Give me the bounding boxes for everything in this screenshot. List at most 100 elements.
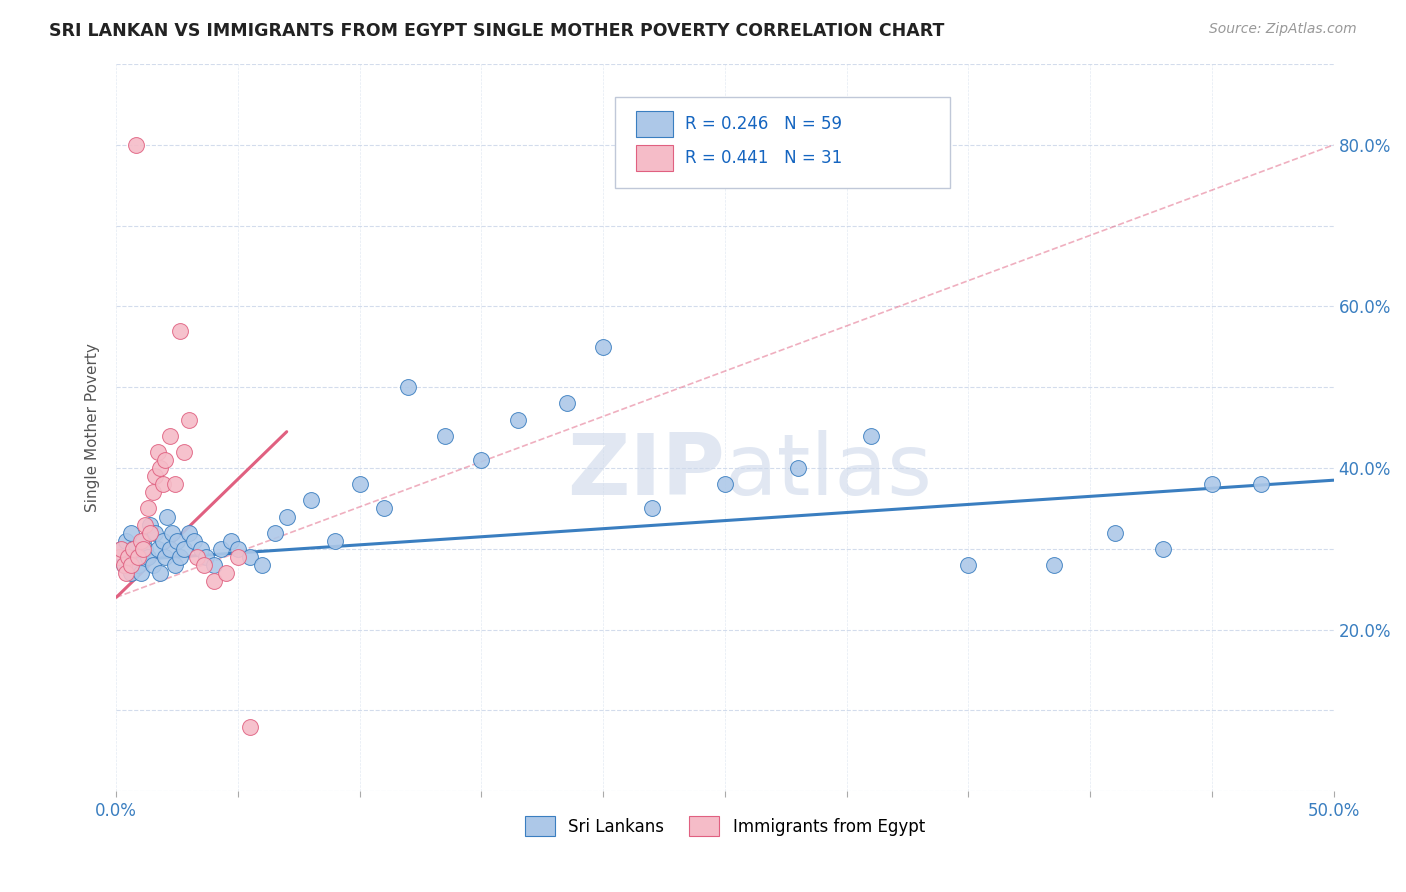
Point: [373, 501, 395, 516]
Legend: Sri Lankans, Immigrants from Egypt: Sri Lankans, Immigrants from Egypt: [516, 808, 934, 845]
Point: [149, 461, 172, 475]
Point: [156, 509, 179, 524]
Point: [190, 541, 212, 556]
Point: [349, 477, 371, 491]
Text: SRI LANKAN VS IMMIGRANTS FROM EGYPT SINGLE MOTHER POVERTY CORRELATION CHART: SRI LANKAN VS IMMIGRANTS FROM EGYPT SING…: [49, 22, 945, 40]
Point: [142, 485, 165, 500]
Point: [1104, 525, 1126, 540]
Point: [263, 525, 285, 540]
Point: [139, 525, 162, 540]
Point: [117, 549, 139, 564]
Point: [115, 566, 138, 580]
Point: [112, 558, 135, 572]
Y-axis label: Single Mother Poverty: Single Mother Poverty: [86, 343, 100, 512]
Point: [209, 541, 232, 556]
Point: [132, 541, 155, 556]
Point: [143, 469, 166, 483]
Point: [163, 477, 186, 491]
Point: [860, 429, 883, 443]
Point: [110, 541, 132, 556]
Point: [134, 541, 156, 556]
Text: R = 0.246   N = 59: R = 0.246 N = 59: [685, 115, 842, 133]
Point: [957, 558, 980, 572]
Point: [152, 533, 174, 548]
Point: [146, 445, 169, 459]
Point: [169, 324, 191, 338]
FancyBboxPatch shape: [616, 97, 950, 187]
Point: [555, 396, 578, 410]
Point: [202, 558, 225, 572]
Point: [252, 558, 274, 572]
Point: [127, 549, 149, 564]
Point: [202, 574, 225, 589]
Point: [153, 549, 176, 564]
Point: [159, 429, 181, 443]
Point: [173, 445, 195, 459]
Point: [129, 533, 152, 548]
Point: [787, 461, 810, 475]
Point: [159, 541, 181, 556]
Point: [173, 541, 195, 556]
Point: [276, 509, 298, 524]
Point: [219, 533, 242, 548]
Point: [120, 558, 142, 572]
Point: [139, 517, 162, 532]
Bar: [636, 111, 672, 136]
Point: [239, 549, 262, 564]
Point: [433, 429, 456, 443]
Point: [396, 380, 419, 394]
Point: [162, 525, 184, 540]
Point: [714, 477, 737, 491]
Point: [136, 549, 159, 564]
Point: [166, 533, 188, 548]
Point: [146, 541, 169, 556]
Point: [226, 541, 249, 556]
Point: [132, 533, 155, 548]
Point: [152, 477, 174, 491]
Point: [149, 566, 172, 580]
Point: [1042, 558, 1064, 572]
Point: [179, 412, 201, 426]
Point: [183, 533, 205, 548]
Text: Source: ZipAtlas.com: Source: ZipAtlas.com: [1209, 22, 1357, 37]
Point: [193, 558, 215, 572]
Point: [110, 541, 132, 556]
Text: R = 0.441   N = 31: R = 0.441 N = 31: [685, 149, 842, 167]
Point: [122, 541, 145, 556]
Point: [129, 566, 152, 580]
Point: [1250, 477, 1272, 491]
Point: [1152, 541, 1174, 556]
Point: [115, 533, 138, 548]
Point: [120, 566, 142, 580]
Text: atlas: atlas: [725, 430, 934, 513]
Point: [179, 525, 201, 540]
Point: [117, 549, 139, 564]
Point: [112, 558, 135, 572]
Point: [153, 453, 176, 467]
Point: [239, 720, 262, 734]
Point: [120, 525, 142, 540]
Bar: [636, 145, 672, 171]
Point: [325, 533, 347, 548]
Point: [134, 517, 156, 532]
Point: [641, 501, 664, 516]
Point: [592, 340, 614, 354]
Point: [226, 549, 249, 564]
Point: [1201, 477, 1223, 491]
Point: [470, 453, 492, 467]
Point: [107, 549, 129, 564]
Point: [127, 558, 149, 572]
Point: [163, 558, 186, 572]
Point: [195, 549, 218, 564]
Point: [215, 566, 238, 580]
Point: [506, 412, 529, 426]
Point: [143, 525, 166, 540]
Point: [122, 541, 145, 556]
Point: [169, 549, 191, 564]
Text: ZIP: ZIP: [567, 430, 725, 513]
Point: [125, 549, 148, 564]
Point: [299, 493, 322, 508]
Point: [125, 137, 148, 152]
Point: [136, 501, 159, 516]
Point: [186, 549, 208, 564]
